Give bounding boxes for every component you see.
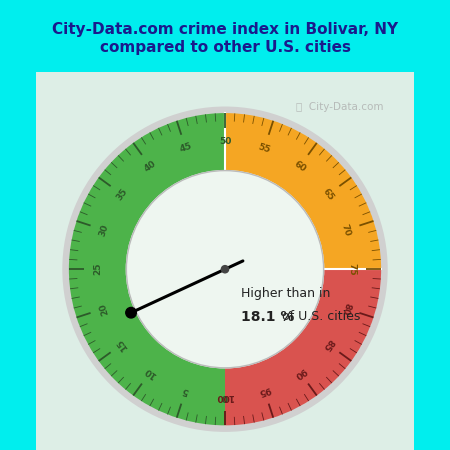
Circle shape — [221, 266, 229, 273]
Text: of U.S. cities: of U.S. cities — [278, 310, 360, 324]
Circle shape — [126, 171, 324, 368]
Wedge shape — [69, 113, 225, 425]
Text: 50: 50 — [219, 137, 231, 146]
Text: 30: 30 — [98, 223, 110, 237]
Text: 20: 20 — [98, 302, 110, 316]
Text: 75: 75 — [348, 263, 357, 275]
Text: City-Data.com crime index in Bolivar, NY: City-Data.com crime index in Bolivar, NY — [52, 22, 398, 37]
Text: 25: 25 — [93, 263, 102, 275]
Text: 60: 60 — [292, 159, 307, 173]
Text: 100: 100 — [216, 392, 234, 401]
Text: 85: 85 — [321, 337, 335, 352]
Text: 45: 45 — [178, 142, 193, 154]
Text: 10: 10 — [143, 365, 158, 379]
Text: compared to other U.S. cities: compared to other U.S. cities — [99, 40, 351, 55]
Circle shape — [126, 307, 136, 318]
Text: 15: 15 — [115, 337, 129, 352]
Text: 95: 95 — [257, 384, 272, 396]
Wedge shape — [225, 269, 381, 425]
Text: 80: 80 — [340, 302, 352, 316]
Text: 70: 70 — [340, 222, 352, 237]
Text: 18.1 %: 18.1 % — [242, 310, 295, 324]
Text: 0: 0 — [222, 392, 228, 401]
Text: 35: 35 — [115, 187, 129, 202]
Text: 55: 55 — [257, 142, 272, 154]
Text: ⓘ  City-Data.com: ⓘ City-Data.com — [296, 102, 384, 112]
Text: Higher than in: Higher than in — [242, 288, 331, 300]
Text: 5: 5 — [181, 385, 190, 396]
Wedge shape — [225, 113, 381, 269]
Text: 40: 40 — [143, 159, 158, 174]
Text: 65: 65 — [321, 187, 335, 202]
Wedge shape — [62, 107, 388, 432]
Text: 90: 90 — [292, 365, 307, 380]
